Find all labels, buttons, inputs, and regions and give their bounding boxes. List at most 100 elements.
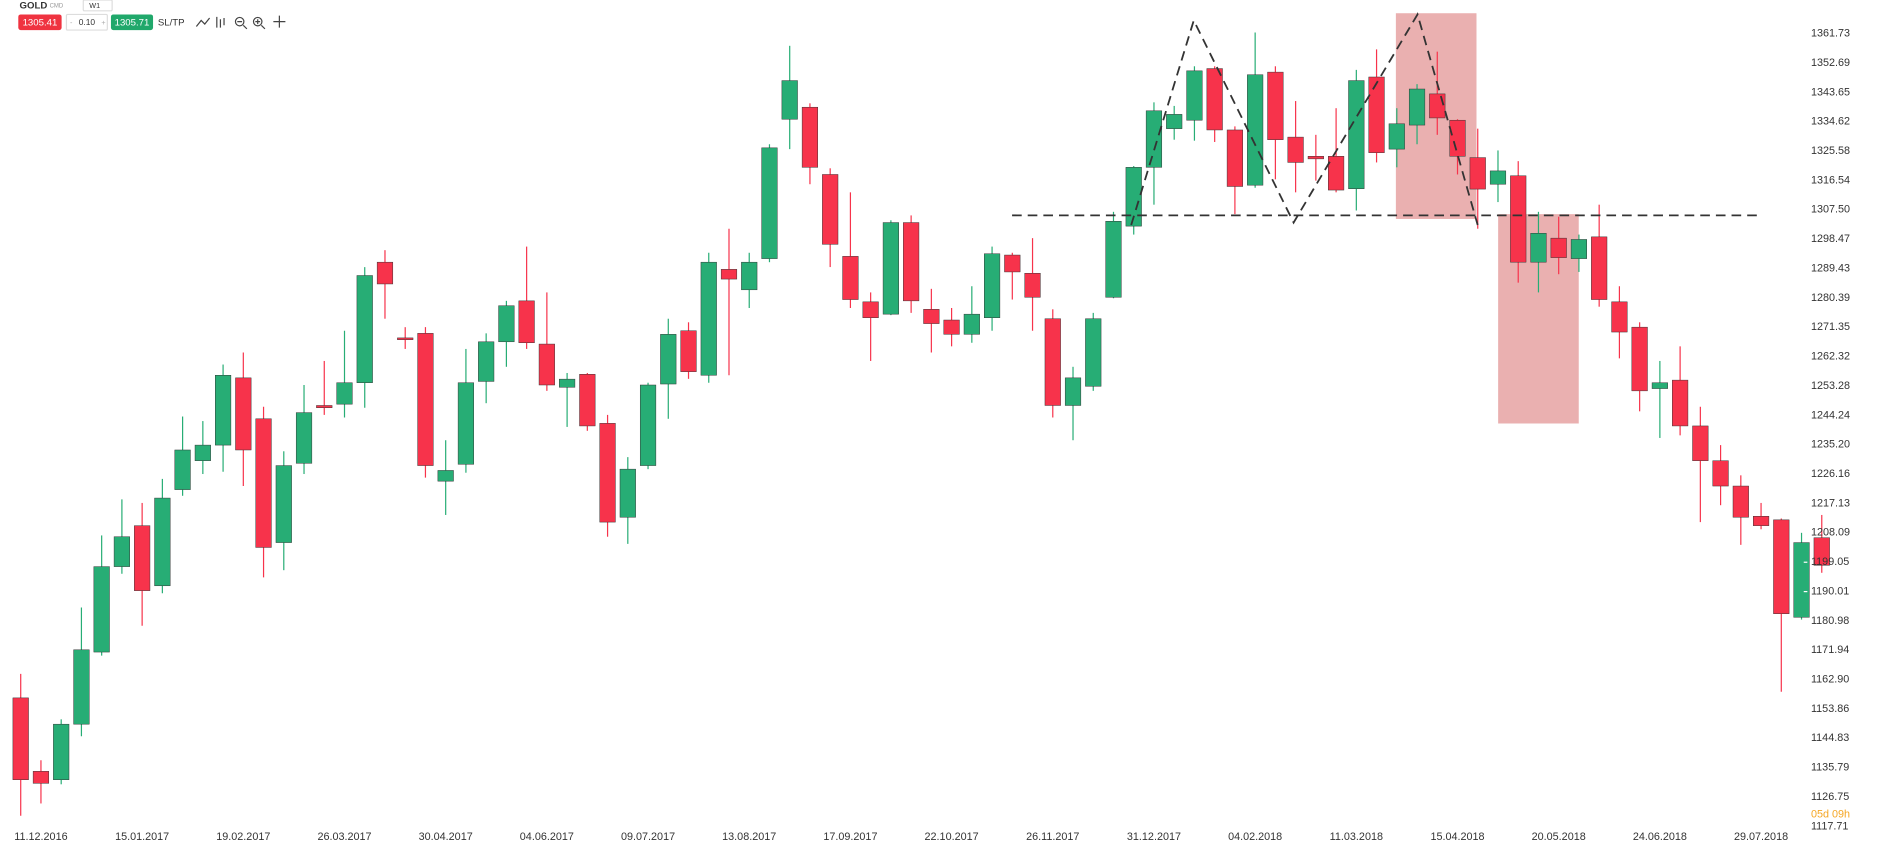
x-tick-label: 04.06.2017 — [520, 831, 574, 843]
buy-button[interactable] — [110, 14, 154, 31]
candle-body — [1692, 425, 1709, 461]
candle-body — [1226, 129, 1243, 187]
candle-body — [1004, 254, 1021, 273]
x-tick-label: 11.12.2016 — [14, 831, 67, 843]
x-tick-label: 04.02.2018 — [1228, 831, 1282, 843]
candle-body — [943, 319, 960, 335]
candle-body — [12, 697, 29, 780]
x-tick-label: 19.02.2017 — [216, 831, 270, 843]
sell-button[interactable] — [18, 14, 62, 31]
timeframe-box[interactable] — [82, 0, 113, 12]
candle-body — [599, 423, 616, 523]
candle-body — [1105, 221, 1122, 298]
y-tick-label: 1361.73 — [1811, 28, 1850, 40]
sltp-button[interactable]: SL/TP — [158, 17, 185, 28]
volume-input[interactable] — [65, 13, 108, 31]
y-tick-label: 1153.86 — [1811, 703, 1849, 715]
candle-body — [720, 269, 738, 280]
x-tick-label: 30.04.2017 — [419, 831, 473, 843]
candle-body — [316, 405, 333, 408]
candle-body — [1247, 74, 1264, 186]
x-tick-label: 15.04.2018 — [1430, 831, 1484, 843]
candle-body — [1125, 167, 1142, 227]
candle-body — [215, 375, 232, 446]
crosshair-icon[interactable] — [273, 15, 286, 28]
x-tick-label: 26.03.2017 — [317, 831, 371, 843]
candle-body — [1773, 519, 1790, 614]
y-tick-label: 1180.98 — [1811, 615, 1849, 627]
candle-body — [1793, 542, 1810, 618]
pattern-line — [1130, 12, 1479, 226]
sell-price[interactable]: 1305.41 — [23, 17, 58, 28]
candle-body — [356, 275, 373, 383]
toolbar-icons — [195, 15, 286, 30]
x-tick-label: 31.12.2017 — [1127, 831, 1181, 843]
candle-body — [1408, 88, 1426, 126]
candle-body — [498, 305, 515, 343]
y-tick-label: 1298.47 — [1811, 233, 1850, 245]
y-tick-label: 1144.83 — [1811, 732, 1849, 744]
candle-body — [1328, 156, 1345, 191]
candle-body — [1813, 537, 1830, 566]
candle-body — [1085, 318, 1102, 387]
candle-body — [457, 382, 474, 465]
x-tick-label: 09.07.2017 — [621, 831, 675, 843]
y-tick-label: 1190.01 — [1811, 585, 1849, 597]
y-tick-label: 1334.62 — [1811, 116, 1850, 128]
y-tick-label: 1253.28 — [1811, 380, 1850, 392]
chart-type-icon[interactable] — [216, 16, 225, 28]
candle-body — [963, 313, 980, 335]
candle-body — [295, 412, 313, 464]
candle-body — [1570, 239, 1587, 259]
candle-body — [1145, 110, 1163, 168]
zoom-in-icon[interactable] — [252, 16, 263, 27]
candle-body — [538, 343, 555, 386]
candle-body — [842, 256, 859, 300]
x-tick-label: 13.08.2017 — [722, 831, 776, 843]
x-tick-label: 29.07.2018 — [1734, 831, 1788, 843]
candle-body — [700, 261, 717, 376]
candle-body — [1631, 326, 1648, 392]
volume-plus[interactable]: + — [101, 18, 105, 27]
y-tick-label: 1226.16 — [1811, 468, 1850, 480]
candle-body — [73, 649, 90, 725]
volume[interactable]: 0.10 — [79, 17, 96, 27]
y-tick-label: 1289.43 — [1811, 262, 1850, 274]
candle-body — [1267, 71, 1284, 140]
y-tick-label: 1271.35 — [1811, 321, 1850, 333]
y-tick-label: 1262.32 — [1811, 351, 1850, 363]
candle-body — [1732, 485, 1749, 518]
candle-body — [1166, 114, 1183, 129]
candle-body — [1712, 460, 1729, 487]
y-tick-label: 1135.79 — [1811, 762, 1849, 774]
candle-body — [923, 309, 940, 324]
y-tick-label: 1162.90 — [1811, 674, 1849, 686]
x-tick-label: 11.03.2018 — [1330, 831, 1383, 843]
candle-body — [1611, 301, 1628, 333]
timeframe[interactable]: W1 — [89, 1, 100, 10]
candle-body — [275, 465, 292, 543]
volume-minus[interactable]: - — [70, 18, 73, 27]
candle-body — [376, 261, 394, 285]
buy-price[interactable]: 1305.71 — [115, 17, 150, 28]
y-tick-label: 1244.24 — [1811, 409, 1850, 421]
candle-body — [478, 341, 495, 382]
candle-body — [134, 525, 151, 591]
candle-body — [113, 536, 130, 567]
market: CMD — [50, 4, 64, 10]
symbol[interactable]: GOLD — [20, 1, 48, 12]
candle-body — [1287, 136, 1304, 163]
zoom-out-icon[interactable] — [234, 16, 245, 27]
indicator-icon[interactable] — [195, 17, 211, 27]
candle-body — [579, 374, 596, 427]
candle-body — [1469, 157, 1486, 190]
candle-body — [1429, 93, 1446, 119]
candle-body — [417, 333, 434, 466]
x-tick-label: 20.05.2018 — [1532, 831, 1586, 843]
y-tick-label: 1307.50 — [1811, 204, 1850, 216]
y-tick-label: 1235.20 — [1811, 439, 1850, 451]
y-tick-label: 1199.05 — [1811, 556, 1849, 568]
candle-body — [1449, 119, 1466, 157]
candle-body — [1388, 123, 1405, 150]
